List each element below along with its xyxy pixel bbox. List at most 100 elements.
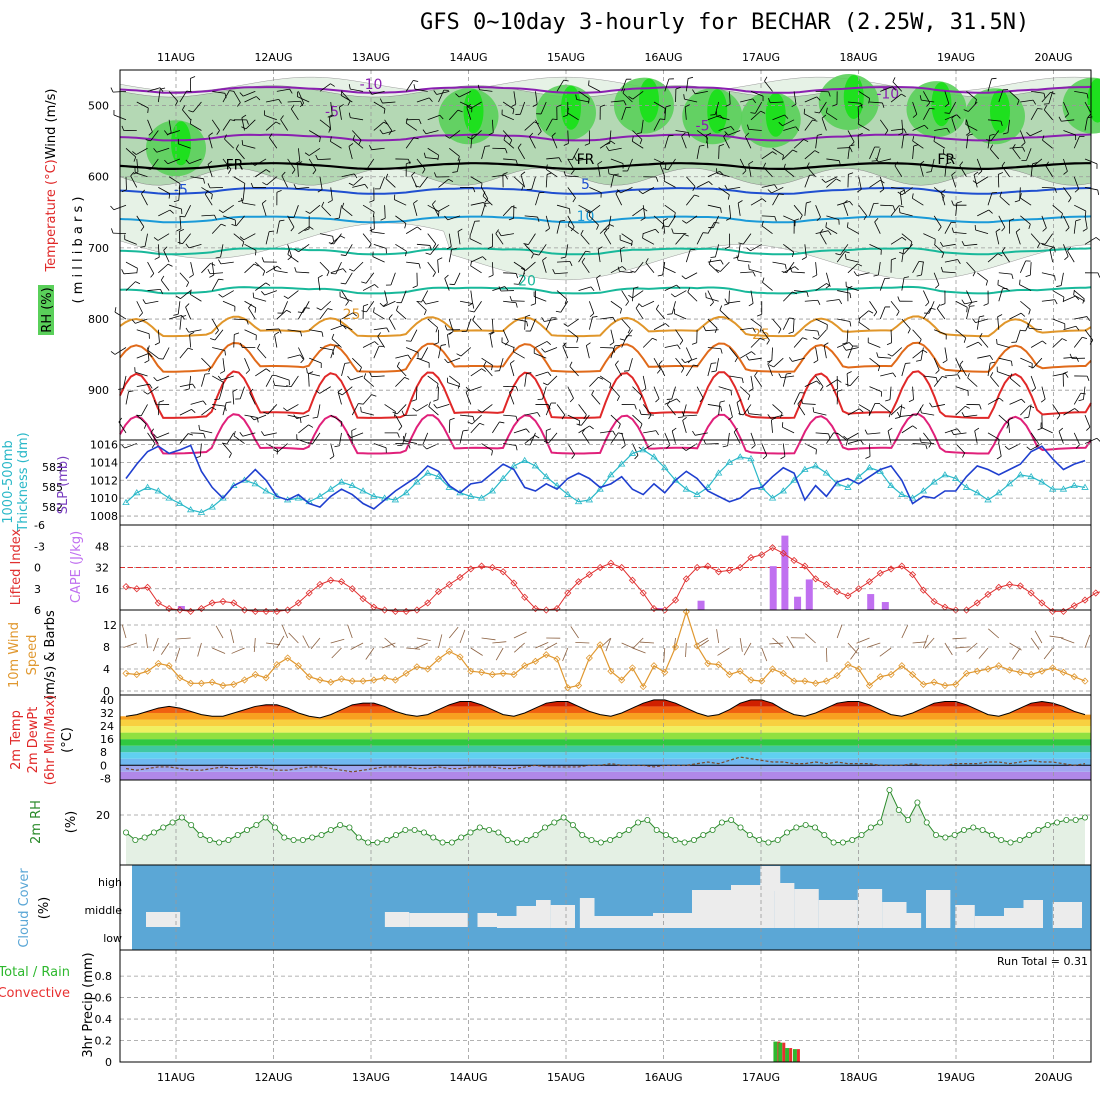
wind-barb-feather bbox=[585, 210, 590, 214]
wind-barb bbox=[615, 193, 623, 206]
wind10-barb bbox=[438, 634, 443, 649]
wind-barb-feather bbox=[965, 119, 967, 125]
wind-barb bbox=[287, 158, 296, 170]
wind-barb bbox=[235, 215, 245, 227]
wind-barb-feather bbox=[393, 411, 396, 417]
rh2m-marker bbox=[365, 839, 372, 846]
wind-barb bbox=[458, 90, 471, 98]
wind-barb bbox=[130, 175, 138, 188]
wind-barb bbox=[793, 337, 803, 348]
wind-barb bbox=[813, 411, 827, 416]
wind-barb bbox=[178, 187, 181, 201]
wind-barb-feather bbox=[469, 310, 475, 313]
wind-barb bbox=[987, 192, 993, 206]
wind-barb-feather bbox=[273, 265, 276, 271]
wind-barb-feather bbox=[780, 456, 786, 460]
rh2m-marker bbox=[560, 814, 567, 821]
wind-barb-feather bbox=[465, 386, 470, 392]
wind-barb bbox=[190, 432, 204, 434]
wind10-barb bbox=[253, 637, 256, 652]
li-marker bbox=[467, 565, 475, 573]
temp-band bbox=[120, 706, 1091, 713]
wind-barb bbox=[686, 176, 696, 187]
wind-barb bbox=[528, 233, 536, 245]
wind-barb-feather bbox=[401, 410, 405, 416]
wind10-marker bbox=[671, 643, 680, 651]
li-marker bbox=[542, 606, 550, 614]
wind-barb-feather bbox=[803, 108, 806, 114]
thickness-marker bbox=[908, 494, 917, 501]
wind-barb-feather bbox=[634, 455, 639, 460]
wind-barb bbox=[125, 261, 138, 269]
wind-barb bbox=[933, 329, 947, 335]
wind-barb bbox=[847, 345, 854, 359]
rh2m-marker bbox=[1026, 832, 1033, 839]
wind-barb bbox=[454, 272, 461, 285]
wind-barb bbox=[470, 422, 480, 434]
wind-barb bbox=[1052, 204, 1063, 214]
slp-line bbox=[125, 444, 1086, 510]
thickness-marker bbox=[650, 453, 658, 460]
wind-barb bbox=[879, 278, 886, 291]
wind-barb bbox=[815, 205, 821, 218]
wind-barb bbox=[901, 318, 911, 330]
wind-barb bbox=[748, 413, 762, 416]
wind-barb bbox=[1008, 419, 1010, 433]
wind-barb-feather bbox=[623, 100, 627, 106]
wind-barb bbox=[655, 308, 666, 320]
wind-barb bbox=[1007, 119, 1010, 133]
wind10-marker bbox=[176, 674, 184, 682]
wind-barb-feather bbox=[835, 253, 841, 256]
wind-barb bbox=[804, 380, 817, 387]
wind-barb-feather bbox=[1067, 246, 1071, 252]
wind-barb bbox=[509, 363, 515, 377]
wind-barb-feather bbox=[405, 340, 412, 342]
wind-barb-feather bbox=[665, 323, 670, 328]
wind-barb bbox=[274, 270, 288, 274]
wind-barb bbox=[705, 329, 719, 332]
wind-barb bbox=[177, 301, 181, 315]
wind-barb-feather bbox=[364, 184, 369, 189]
wind-barb-feather bbox=[942, 359, 948, 364]
wind-barb bbox=[684, 106, 687, 120]
wind-barb bbox=[687, 291, 698, 302]
wind-barb bbox=[509, 392, 515, 405]
wind10-barb bbox=[513, 631, 527, 639]
precip-label-total: Total / Rain bbox=[0, 965, 70, 980]
wind-barb-feather bbox=[504, 148, 508, 154]
thickness-ylabel-0: 1000-500mb bbox=[1, 440, 16, 524]
rh2m-marker bbox=[709, 827, 716, 834]
wind-barb bbox=[535, 119, 542, 132]
wind10-marker bbox=[898, 662, 906, 670]
wind-barb-feather bbox=[245, 369, 250, 374]
temperature-contour bbox=[119, 341, 1092, 373]
wind-barb-feather bbox=[1001, 247, 1006, 252]
wind-barb bbox=[362, 341, 375, 348]
rh2m-marker bbox=[355, 834, 362, 841]
li-marker bbox=[768, 544, 777, 552]
wind-barb bbox=[1063, 244, 1069, 257]
temp-band bbox=[120, 758, 1091, 766]
li-marker bbox=[499, 568, 507, 576]
wind-barb-feather bbox=[959, 360, 964, 366]
wind-barb-feather bbox=[224, 134, 227, 140]
wind-barb-feather bbox=[863, 215, 867, 221]
wind-barb-feather bbox=[423, 310, 427, 316]
wind-barb-feather bbox=[573, 155, 577, 161]
wind-barb bbox=[912, 386, 914, 400]
li-marker bbox=[294, 599, 302, 607]
wind-barb bbox=[686, 215, 698, 224]
rh2m-marker bbox=[746, 832, 753, 839]
wind-barb bbox=[879, 176, 885, 190]
wind-barb-feather bbox=[254, 307, 257, 313]
wind-barb-feather bbox=[724, 246, 730, 249]
wind-barb bbox=[761, 184, 775, 188]
wind-barb bbox=[783, 215, 796, 222]
wind-barb bbox=[1020, 405, 1030, 416]
wind-barb bbox=[1041, 299, 1055, 302]
wind-barb bbox=[696, 130, 708, 139]
wind-barb bbox=[136, 215, 145, 227]
wind-barb bbox=[244, 96, 257, 103]
wind-barb bbox=[773, 357, 784, 368]
thickness-marker bbox=[1070, 481, 1078, 489]
